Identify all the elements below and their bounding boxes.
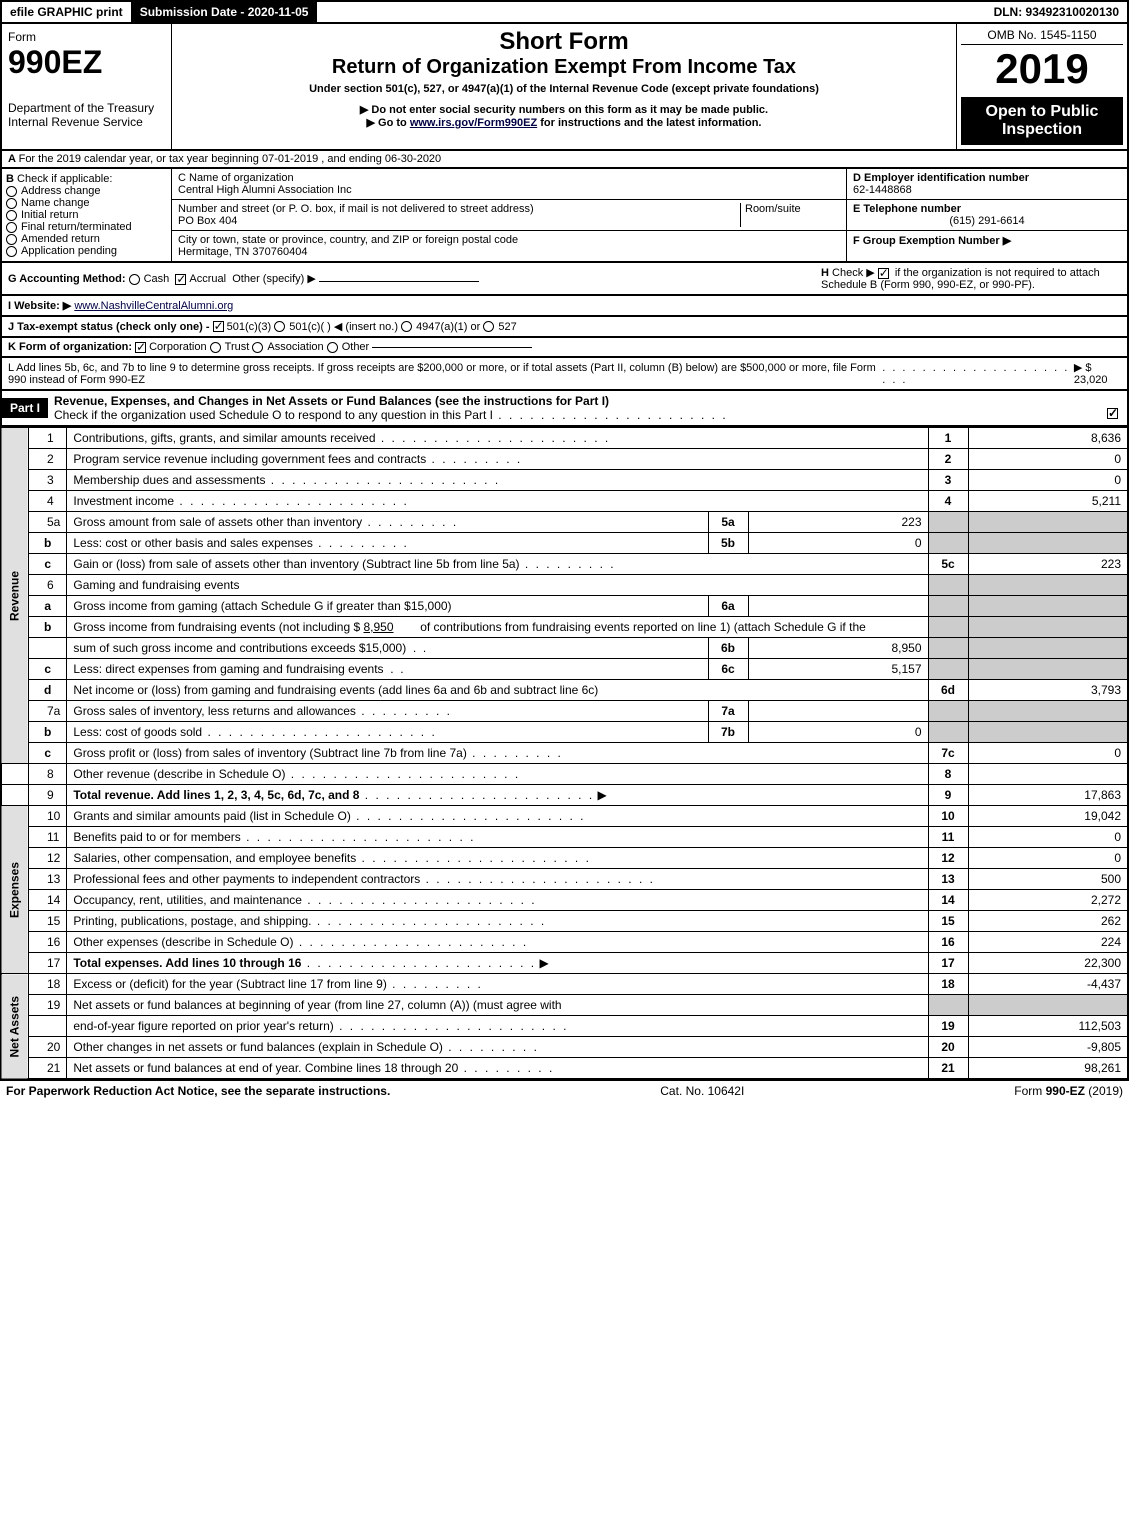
- val-16: 224: [968, 932, 1128, 953]
- irs-link[interactable]: www.irs.gov/Form990EZ: [410, 117, 537, 129]
- omb-number: OMB No. 1545-1150: [961, 28, 1123, 45]
- c-name-lbl: C Name of organization: [178, 172, 294, 184]
- val-21: 98,261: [968, 1058, 1128, 1080]
- val-10: 19,042: [968, 806, 1128, 827]
- line-l: L Add lines 5b, 6c, and 7b to line 9 to …: [0, 358, 1129, 391]
- chk-initial[interactable]: Initial return: [21, 209, 78, 221]
- form-number: 990EZ: [8, 44, 165, 81]
- val-9: 17,863: [968, 785, 1128, 806]
- val-1: 8,636: [968, 428, 1128, 449]
- expenses-vert: Expenses: [1, 806, 29, 974]
- val-6d: 3,793: [968, 680, 1128, 701]
- val-2: 0: [968, 449, 1128, 470]
- e-lbl: E Telephone number: [853, 203, 961, 215]
- val-8: [968, 764, 1128, 785]
- efile-label: efile GRAPHIC print: [2, 2, 132, 22]
- val-5c: 223: [968, 554, 1128, 575]
- org-name: Central High Alumni Association Inc: [178, 184, 352, 196]
- org-city: Hermitage, TN 370760404: [178, 246, 307, 258]
- line-a: A For the 2019 calendar year, or tax yea…: [0, 151, 1129, 169]
- val-13: 500: [968, 869, 1128, 890]
- d-lbl: D Employer identification number: [853, 172, 1029, 184]
- chk-pending[interactable]: Application pending: [21, 245, 117, 257]
- val-18: -4,437: [968, 974, 1128, 995]
- val-7b: 0: [748, 722, 928, 743]
- h-check[interactable]: [878, 268, 889, 279]
- chk-address[interactable]: Address change: [21, 185, 101, 197]
- chk-amended[interactable]: Amended return: [21, 233, 100, 245]
- open-to-public: Open to Public Inspection: [961, 97, 1123, 145]
- dept-treasury: Department of the Treasury: [8, 101, 165, 115]
- goto-link[interactable]: ▶ Go to www.irs.gov/Form990EZ for instru…: [176, 116, 952, 129]
- submission-date: Submission Date - 2020-11-05: [132, 2, 318, 22]
- netassets-vert: Net Assets: [1, 974, 29, 1080]
- form-word: Form: [8, 30, 165, 44]
- top-bar: efile GRAPHIC print Submission Date - 20…: [0, 0, 1129, 22]
- val-5b: 0: [748, 533, 928, 554]
- c-addr-lbl: Number and street (or P. O. box, if mail…: [178, 203, 534, 215]
- short-form-title: Short Form: [176, 28, 952, 56]
- col-b: B Check if applicable: Address change Na…: [2, 169, 172, 261]
- part1-table: Revenue 1Contributions, gifts, grants, a…: [0, 427, 1129, 1080]
- main-title: Return of Organization Exempt From Incom…: [176, 56, 952, 79]
- col-c: C Name of organization Central High Alum…: [172, 169, 847, 261]
- val-15: 262: [968, 911, 1128, 932]
- chk-name[interactable]: Name change: [21, 197, 90, 209]
- val-4: 5,211: [968, 491, 1128, 512]
- form-ref: Form 990-EZ (2019): [1014, 1084, 1123, 1098]
- under-section: Under section 501(c), 527, or 4947(a)(1)…: [176, 83, 952, 95]
- footer: For Paperwork Reduction Act Notice, see …: [0, 1080, 1129, 1101]
- cat-no: Cat. No. 10642I: [660, 1084, 744, 1098]
- dln: DLN: 93492310020130: [986, 2, 1127, 22]
- j-501c3[interactable]: [213, 321, 224, 332]
- line-i: I Website: ▶ www.NashvilleCentralAlumni.…: [0, 296, 1129, 317]
- info-grid: B Check if applicable: Address change Na…: [0, 169, 1129, 263]
- val-12: 0: [968, 848, 1128, 869]
- val-14: 2,272: [968, 890, 1128, 911]
- val-6b: 8,950: [748, 638, 928, 659]
- val-17: 22,300: [968, 953, 1128, 974]
- f-lbl: F Group Exemption Number ▶: [853, 235, 1011, 247]
- val-5a: 223: [748, 512, 928, 533]
- g-accrual-check[interactable]: [175, 274, 186, 285]
- ein: 62-1448868: [853, 184, 912, 196]
- form-header: Form 990EZ Department of the Treasury In…: [0, 22, 1129, 151]
- val-19: 112,503: [968, 1016, 1128, 1037]
- k-corp[interactable]: [135, 342, 146, 353]
- val-11: 0: [968, 827, 1128, 848]
- col-def: D Employer identification number 62-1448…: [847, 169, 1127, 261]
- line-g-h: G Accounting Method: Cash Accrual Other …: [0, 263, 1129, 296]
- part1-header: Part I Revenue, Expenses, and Changes in…: [0, 391, 1129, 427]
- chk-final[interactable]: Final return/terminated: [21, 221, 132, 233]
- revenue-vert: Revenue: [1, 428, 29, 764]
- val-7c: 0: [968, 743, 1128, 764]
- ssn-warning: ▶ Do not enter social security numbers o…: [176, 103, 952, 116]
- org-addr: PO Box 404: [178, 215, 237, 227]
- val-20: -9,805: [968, 1037, 1128, 1058]
- paperwork-notice: For Paperwork Reduction Act Notice, see …: [6, 1084, 390, 1098]
- part1-check[interactable]: [1107, 408, 1118, 419]
- val-6c: 5,157: [748, 659, 928, 680]
- line-k: K Form of organization: Corporation Trus…: [0, 338, 1129, 358]
- g-cash[interactable]: Cash: [144, 273, 170, 285]
- c-city-lbl: City or town, state or province, country…: [178, 234, 518, 246]
- val-3: 0: [968, 470, 1128, 491]
- website-link[interactable]: www.NashvilleCentralAlumni.org: [74, 300, 233, 312]
- phone: (615) 291-6614: [853, 215, 1121, 227]
- tax-year: 2019: [961, 45, 1123, 93]
- room-suite-lbl: Room/suite: [740, 203, 840, 227]
- line-j: J Tax-exempt status (check only one) - 5…: [0, 317, 1129, 338]
- irs-label: Internal Revenue Service: [8, 115, 165, 129]
